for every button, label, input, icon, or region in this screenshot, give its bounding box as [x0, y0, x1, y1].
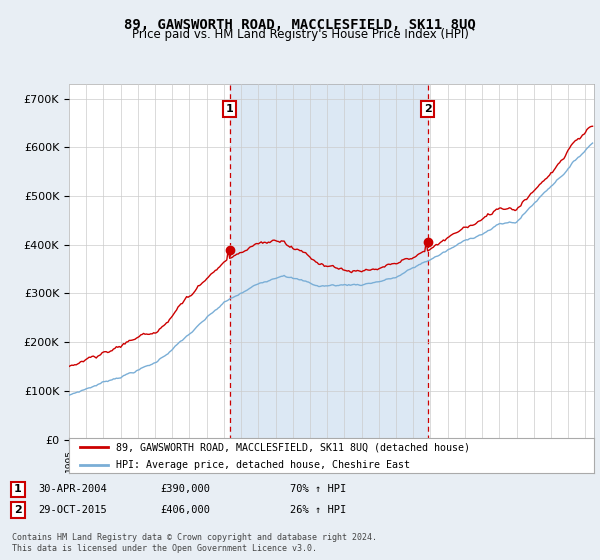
Text: Price paid vs. HM Land Registry's House Price Index (HPI): Price paid vs. HM Land Registry's House … — [131, 28, 469, 41]
Text: 2: 2 — [424, 104, 431, 114]
Text: £390,000: £390,000 — [160, 484, 210, 494]
Text: 26% ↑ HPI: 26% ↑ HPI — [290, 505, 346, 515]
Text: 29-OCT-2015: 29-OCT-2015 — [38, 505, 107, 515]
Text: 70% ↑ HPI: 70% ↑ HPI — [290, 484, 346, 494]
Text: 89, GAWSWORTH ROAD, MACCLESFIELD, SK11 8UQ: 89, GAWSWORTH ROAD, MACCLESFIELD, SK11 8… — [124, 18, 476, 32]
Text: 2: 2 — [14, 505, 22, 515]
Text: Contains HM Land Registry data © Crown copyright and database right 2024.
This d: Contains HM Land Registry data © Crown c… — [12, 533, 377, 553]
Text: 1: 1 — [226, 104, 233, 114]
Text: £406,000: £406,000 — [160, 505, 210, 515]
Text: HPI: Average price, detached house, Cheshire East: HPI: Average price, detached house, Ches… — [116, 460, 410, 469]
Text: 30-APR-2004: 30-APR-2004 — [38, 484, 107, 494]
Bar — [230, 84, 428, 440]
Text: 89, GAWSWORTH ROAD, MACCLESFIELD, SK11 8UQ (detached house): 89, GAWSWORTH ROAD, MACCLESFIELD, SK11 8… — [116, 442, 470, 452]
Text: 1: 1 — [14, 484, 22, 494]
